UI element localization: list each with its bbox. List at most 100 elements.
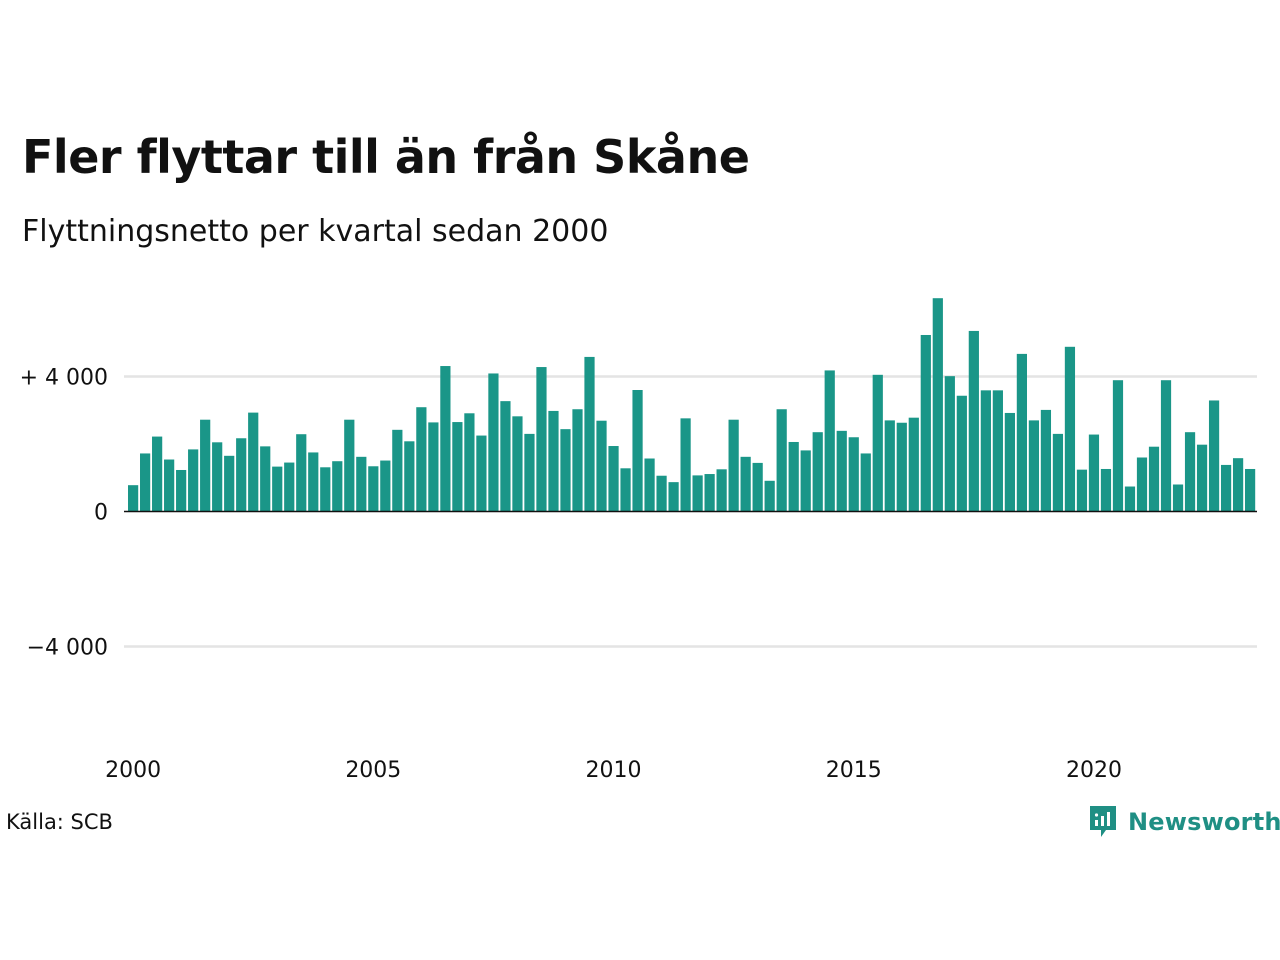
bar-chart: + 4 000 0 −4 000 2000 2005 2010 2015 2020 bbox=[20, 298, 1257, 783]
bar-2001K4 bbox=[212, 442, 223, 512]
bar-2012K2 bbox=[716, 469, 727, 512]
bar-2003K2 bbox=[284, 462, 295, 512]
bar-2006K4 bbox=[452, 422, 463, 512]
bar-2011K2 bbox=[668, 482, 679, 512]
bar-2004K3 bbox=[344, 419, 355, 512]
bar-2014K4 bbox=[836, 430, 847, 512]
bar-2016K4 bbox=[932, 298, 943, 512]
bar-2011K4 bbox=[692, 475, 703, 512]
source-note: Källa: SCB bbox=[6, 810, 113, 834]
bar-2015K4 bbox=[884, 420, 895, 512]
x-tick-label: 2020 bbox=[1066, 758, 1122, 783]
bar-2010K1 bbox=[608, 446, 619, 512]
bar-2005K3 bbox=[392, 429, 403, 512]
bar-2008K3 bbox=[536, 367, 547, 512]
bar-2005K4 bbox=[404, 441, 415, 512]
bar-2000K2 bbox=[140, 453, 151, 512]
bar-2009K4 bbox=[596, 420, 607, 512]
bar-2013K2 bbox=[764, 480, 775, 512]
bar-2009K2 bbox=[572, 409, 583, 512]
bar-2021K2 bbox=[1148, 446, 1160, 512]
bar-2016K3 bbox=[920, 334, 931, 512]
bar-2003K3 bbox=[296, 434, 307, 512]
bar-2016K1 bbox=[896, 422, 907, 512]
y-tick-label: 0 bbox=[94, 501, 108, 526]
bar-2017K2 bbox=[956, 395, 967, 512]
bar-2000K4 bbox=[164, 459, 175, 512]
bar-2002K3 bbox=[248, 412, 259, 512]
y-tick-label: + 4 000 bbox=[20, 366, 108, 391]
bar-2004K1 bbox=[320, 467, 331, 512]
x-tick-label: 2015 bbox=[826, 758, 882, 783]
bar-2017K3 bbox=[968, 330, 979, 512]
bar-2000K3 bbox=[152, 436, 163, 512]
bar-2011K1 bbox=[656, 475, 667, 512]
bar-2010K2 bbox=[620, 468, 631, 512]
bar-2020K2 bbox=[1100, 468, 1112, 512]
bar-2020K1 bbox=[1088, 434, 1100, 512]
bar-2000K1 bbox=[128, 485, 139, 512]
bar-2001K2 bbox=[188, 449, 199, 512]
bar-2007K3 bbox=[488, 373, 499, 512]
bar-2014K1 bbox=[800, 450, 811, 512]
bar-2019K3 bbox=[1064, 346, 1076, 512]
bar-2016K2 bbox=[908, 417, 919, 512]
bar-2002K2 bbox=[236, 438, 247, 512]
bar-2023K2 bbox=[1244, 468, 1256, 512]
bar-2019K4 bbox=[1076, 469, 1088, 512]
bar-2010K3 bbox=[632, 390, 643, 512]
bar-2008K2 bbox=[524, 433, 535, 512]
bar-2022K2 bbox=[1196, 444, 1208, 512]
chart-title: Fler flyttar till än från Skåne bbox=[22, 130, 750, 184]
bar-2004K4 bbox=[356, 456, 367, 512]
bar-2014K2 bbox=[812, 432, 823, 512]
bar-2018K2 bbox=[1004, 412, 1015, 512]
bar-2005K1 bbox=[368, 466, 379, 512]
bar-2020K4 bbox=[1124, 486, 1136, 512]
bar-2015K2 bbox=[860, 453, 871, 512]
bar-2006K2 bbox=[428, 422, 439, 512]
bar-2007K2 bbox=[476, 435, 487, 512]
bar-2022K4 bbox=[1220, 464, 1232, 512]
bar-2013K3 bbox=[776, 409, 787, 512]
bar-2020K3 bbox=[1112, 380, 1124, 512]
newsworthy-logo: Newsworthy bbox=[1088, 804, 1280, 840]
bar-2009K3 bbox=[584, 356, 595, 512]
bar-2008K1 bbox=[512, 416, 523, 512]
bar-2010K4 bbox=[644, 458, 655, 512]
x-axis-labels: 2000 2005 2010 2015 2020 bbox=[105, 758, 1122, 783]
bar-2002K1 bbox=[224, 455, 235, 512]
bar-2004K2 bbox=[332, 461, 343, 512]
bar-2001K1 bbox=[176, 469, 187, 512]
bar-2015K3 bbox=[872, 374, 883, 512]
bar-2023K1 bbox=[1232, 458, 1244, 512]
bar-2019K1 bbox=[1040, 409, 1052, 512]
bar-2013K1 bbox=[752, 462, 763, 512]
bar-2005K2 bbox=[380, 460, 391, 512]
bar-2014K3 bbox=[824, 370, 835, 512]
bar-2003K4 bbox=[308, 452, 319, 512]
bar-2021K1 bbox=[1136, 457, 1148, 512]
newsworthy-logo-icon bbox=[1090, 806, 1116, 837]
bar-2018K3 bbox=[1016, 353, 1027, 512]
bar-2003K1 bbox=[272, 466, 283, 512]
bar-2018K4 bbox=[1028, 420, 1040, 512]
bar-2021K3 bbox=[1160, 380, 1172, 512]
bar-2022K1 bbox=[1184, 432, 1196, 512]
bar-2022K3 bbox=[1208, 400, 1220, 512]
y-axis-labels: + 4 000 0 −4 000 bbox=[20, 366, 108, 661]
bar-2009K1 bbox=[560, 429, 571, 512]
y-tick-label: −4 000 bbox=[27, 636, 108, 661]
bar-2011K3 bbox=[680, 418, 691, 512]
bar-2017K1 bbox=[944, 376, 955, 512]
bar-2012K3 bbox=[728, 419, 739, 512]
bar-2013K4 bbox=[788, 441, 799, 512]
bar-2002K4 bbox=[260, 446, 271, 512]
x-tick-label: 2005 bbox=[345, 758, 401, 783]
bar-2015K1 bbox=[848, 437, 859, 512]
bar-2018K1 bbox=[992, 390, 1003, 512]
bar-2007K4 bbox=[500, 401, 511, 512]
bar-2008K4 bbox=[548, 410, 559, 512]
bar-2012K1 bbox=[704, 474, 715, 512]
bar-2006K1 bbox=[416, 407, 427, 512]
